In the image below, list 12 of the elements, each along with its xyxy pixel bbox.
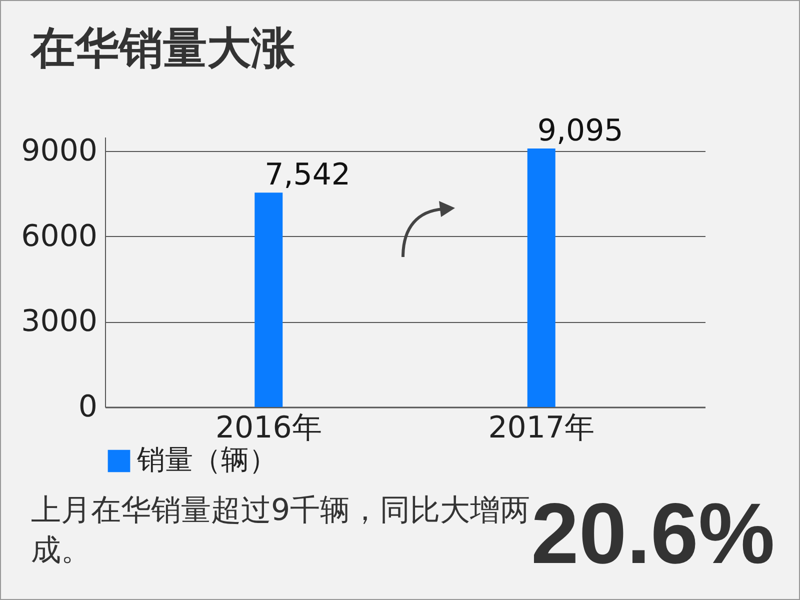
legend-label: 销量（辆） bbox=[136, 443, 277, 476]
data-label: 9,095 bbox=[537, 114, 624, 149]
x-tick-label: 2017年 bbox=[488, 410, 595, 446]
y-tick-label: 3000 bbox=[21, 304, 98, 340]
y-tick-label: 9000 bbox=[21, 134, 98, 169]
y-tick-label: 6000 bbox=[21, 218, 98, 254]
text: 上月在华销量超过9千辆，同比大增两成。 bbox=[31, 493, 530, 568]
y-tick-label: 0 bbox=[78, 390, 98, 424]
x-tick-label: 2016年 bbox=[215, 410, 322, 446]
chart-title: 在华销量大涨 bbox=[31, 22, 295, 76]
text: 20.6% bbox=[531, 485, 775, 584]
data-label: 7,542 bbox=[264, 158, 351, 193]
